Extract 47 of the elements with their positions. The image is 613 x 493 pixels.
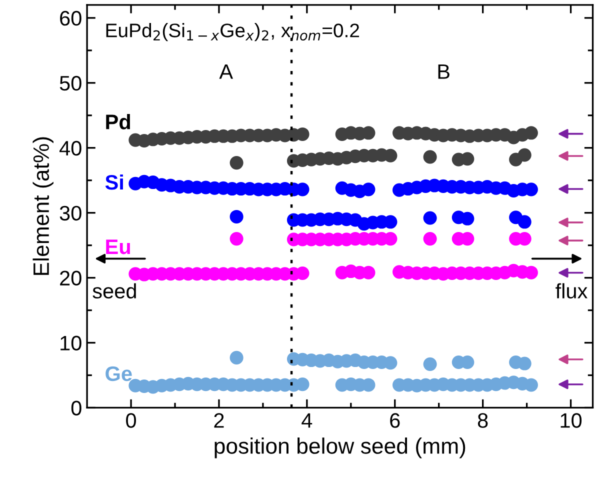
chart-title: EuPd$_{2}$(Si$_{1−x}$Ge$_{x}$)$_{2}$, x$_{nom}$=0.2 [106,23,360,42]
y-tick-label: 20 [60,270,82,286]
point [362,126,376,140]
point [518,356,532,370]
point [296,127,310,141]
point [460,212,474,226]
point [524,378,538,392]
point [524,266,538,280]
y-tick-label: 10 [60,336,82,350]
annotation: B [438,64,450,79]
point [518,215,532,229]
annotation: seed [92,283,136,299]
y-tick-label: 40 [59,140,82,156]
point [384,148,398,162]
point [423,150,437,164]
annotation: flux [556,283,588,299]
series-label: Si [105,174,123,190]
point [460,152,474,166]
point [362,182,376,196]
x-axis-title: position below seed (mm) [214,438,466,458]
annotation: A [219,64,234,79]
x-tick-label: 4 [302,413,312,428]
x-tick-label: 10 [560,413,582,428]
y-axis-title: Element (at%) [32,137,54,275]
y-tick-label: 50 [60,76,82,91]
x-tick-label: 8 [478,413,488,428]
point [384,356,398,370]
point [230,156,244,170]
x-tick-label: 0 [126,413,136,428]
point [518,148,532,162]
point [230,232,244,246]
series-label: Ge [106,366,132,382]
point [230,210,244,224]
point [296,378,310,392]
series-label: Pd [106,114,130,130]
point [524,126,538,140]
point [423,211,437,225]
series-label: Eu [106,240,130,254]
point [230,350,244,364]
y-tick-label: 60 [60,10,82,26]
x-tick-label: 6 [390,413,400,428]
point [423,232,437,246]
y-tick-label: 0 [71,400,82,416]
x-tick-label: 2 [214,413,224,428]
point [296,266,310,280]
y-tick-label: 30 [60,206,82,221]
point [423,357,437,371]
